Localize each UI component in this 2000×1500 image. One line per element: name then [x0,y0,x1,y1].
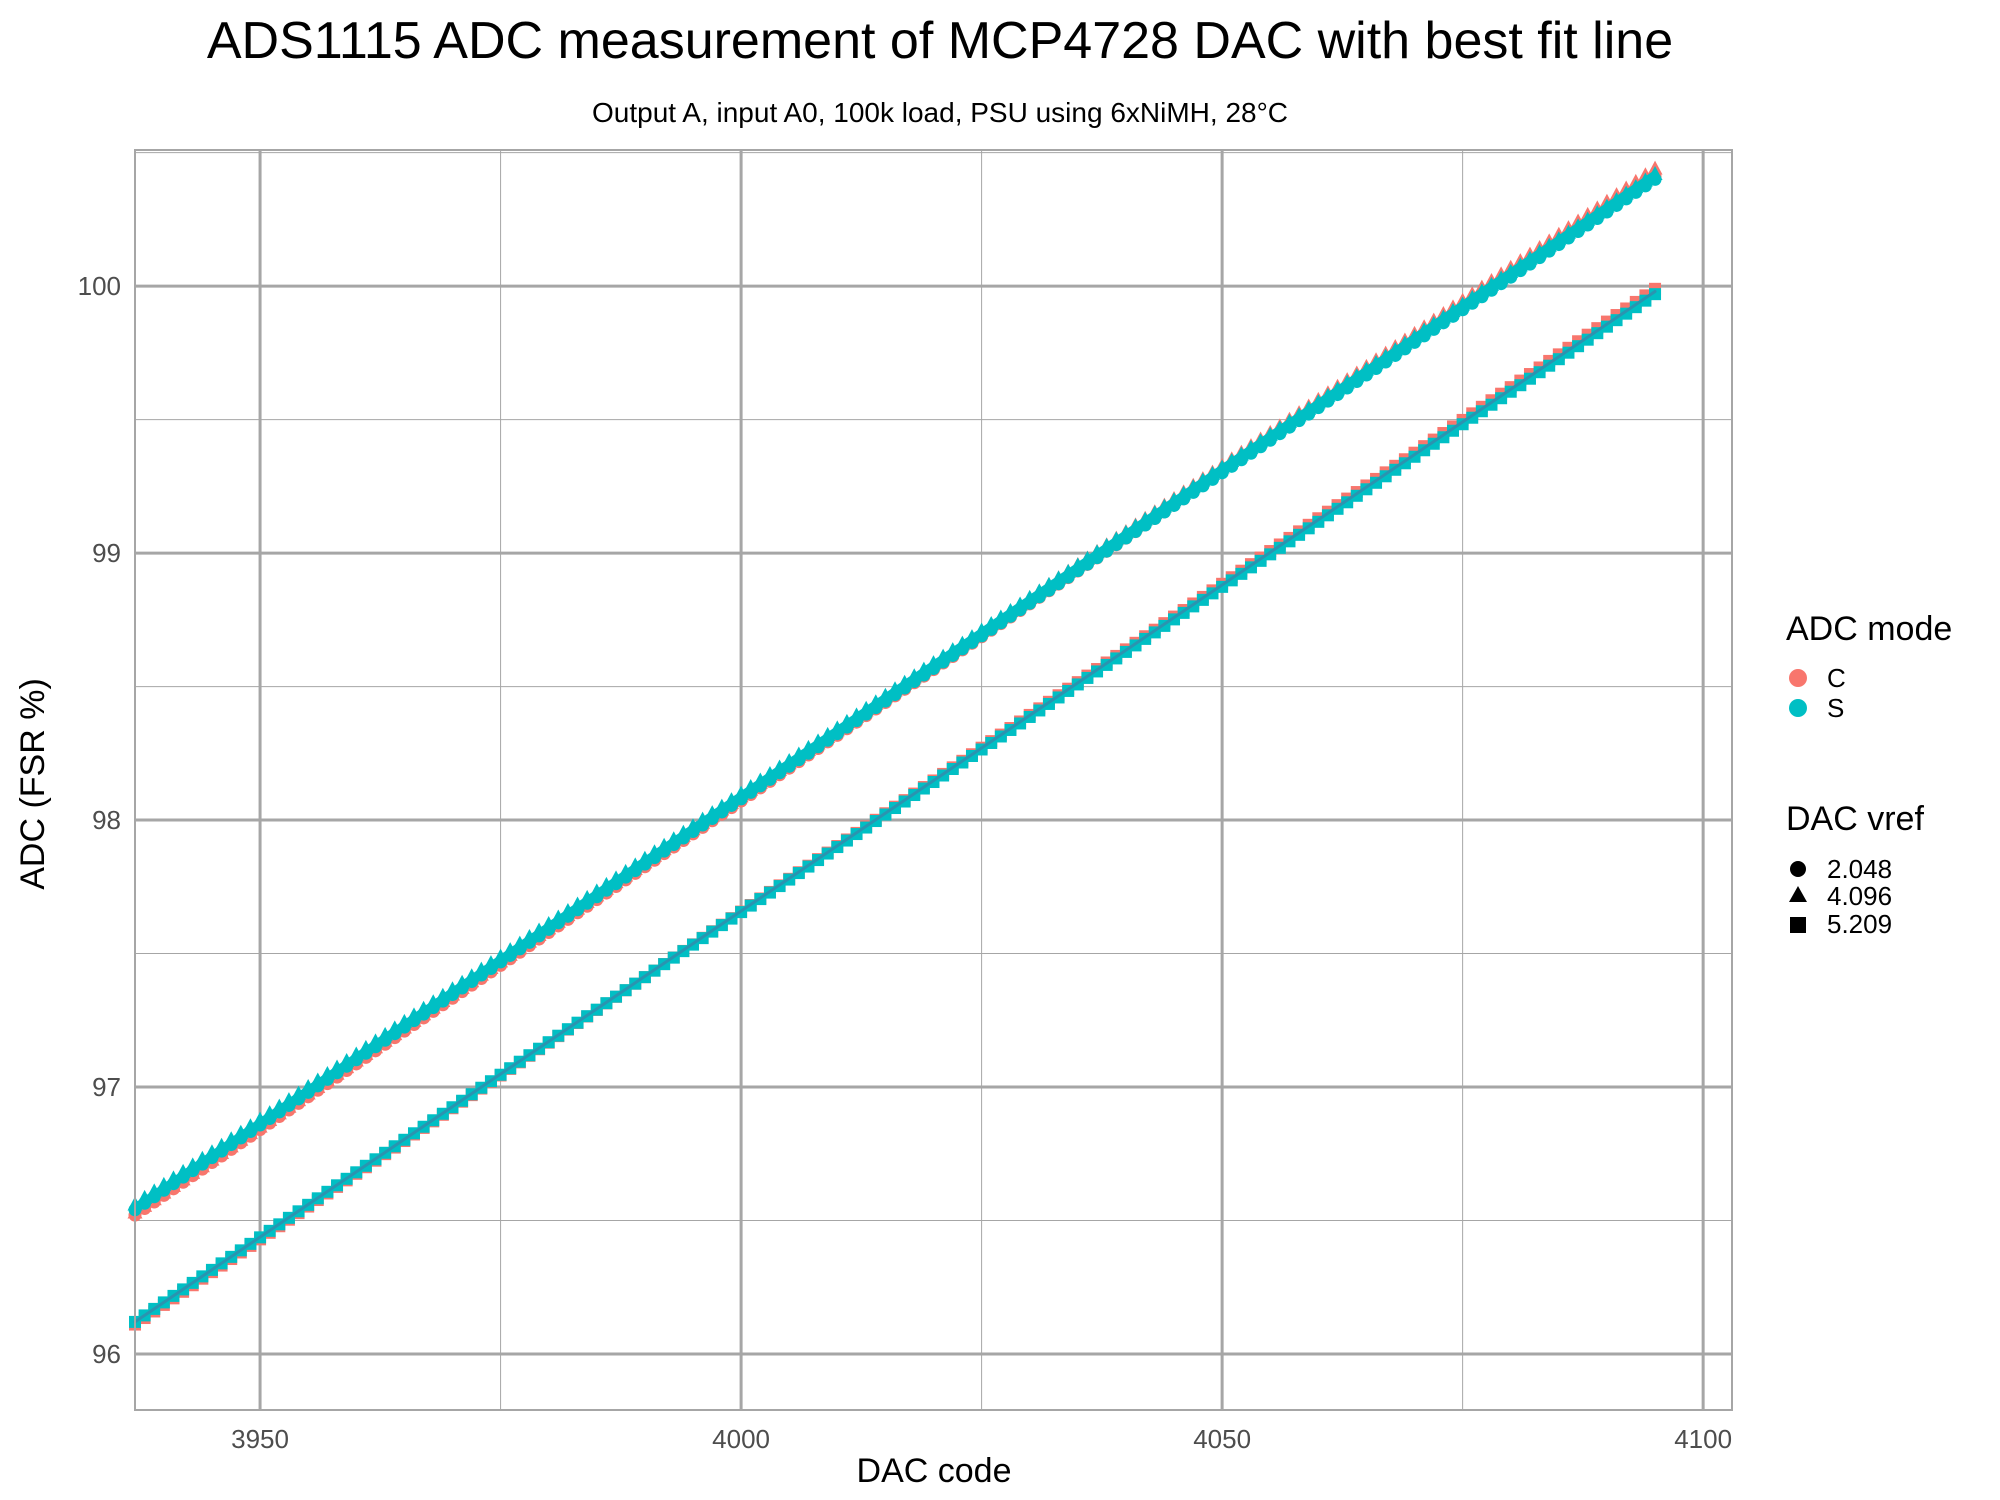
legend-c-swatch [1789,669,1807,687]
legend-adc-mode-title: ADC mode [1786,610,1952,648]
panel-border [134,149,1733,1411]
y-axis-title: ADC (FSR %) [14,678,52,890]
y-tick-label: 99 [92,538,121,568]
tick-labels: 3950 4000 4050 4100 96 97 98 99 100 [78,271,1732,1454]
fit-lines [131,170,1659,1324]
fit-line-0 [131,170,1659,1211]
y-tick-label: 96 [92,1339,121,1369]
legend-5209-label: 5.209 [1827,909,1892,939]
fit-line-1 [133,289,1657,1324]
legend-dac-vref: DAC vref 2.048 4.096 5.209 [1786,800,1924,939]
x-tick-label: 4100 [1674,1424,1732,1454]
chart-title: ADS1115 ADC measurement of MCP4728 DAC w… [207,12,1673,70]
legend-adc-mode: ADC mode C S [1786,610,1952,723]
legend-triangle-swatch [1789,886,1807,902]
data-point-S-5.209 [1321,509,1334,522]
legend-s-label: S [1827,693,1844,723]
data-points [127,160,1663,1331]
y-tick-label: 98 [92,805,121,835]
legend-c-label: C [1827,663,1846,693]
x-tick-label: 4000 [712,1424,770,1454]
x-axis-title: DAC code [857,1452,1012,1490]
x-tick-label: 3950 [231,1424,289,1454]
y-tick-label: 100 [78,271,121,301]
legend-s-swatch [1789,699,1807,717]
data-point-S-5.209 [1649,288,1662,301]
legend-dac-vref-title: DAC vref [1786,800,1924,838]
legend-4096-label: 4.096 [1827,881,1892,911]
x-tick-label: 4050 [1193,1424,1251,1454]
legend-circle-swatch [1790,861,1806,877]
legend-2048-label: 2.048 [1827,854,1892,884]
grid [135,150,1732,1410]
chart-subtitle: Output A, input A0, 100k load, PSU using… [592,97,1288,128]
y-tick-label: 97 [92,1072,121,1102]
legend-square-swatch [1790,917,1806,933]
